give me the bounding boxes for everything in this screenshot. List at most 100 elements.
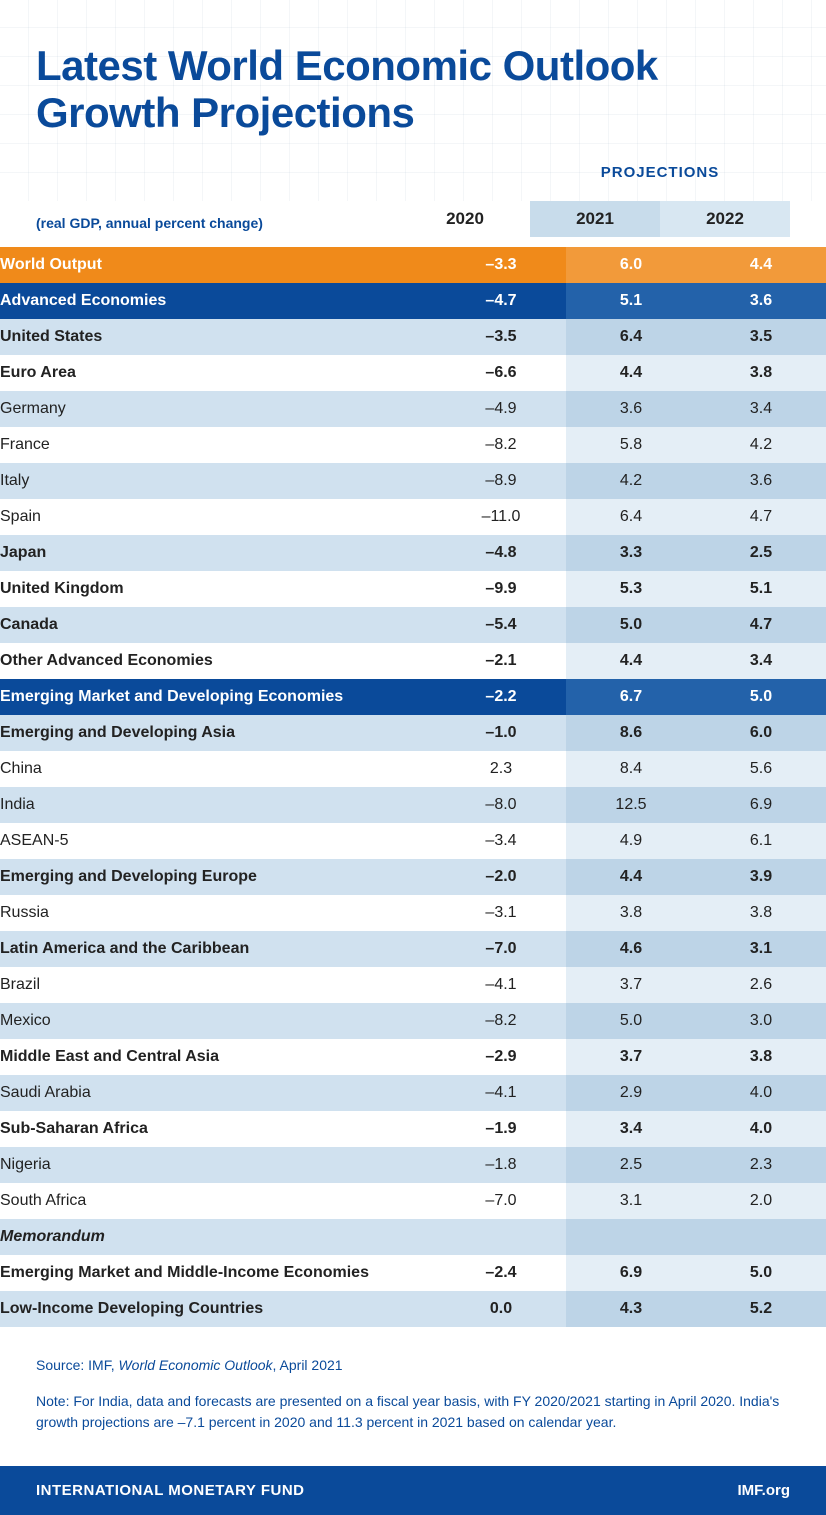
row-value: –11.0 bbox=[436, 499, 566, 535]
row-label: Advanced Economies bbox=[0, 283, 436, 319]
note-text: Note: For India, data and forecasts are … bbox=[36, 1391, 790, 1432]
row-value: –1.0 bbox=[436, 715, 566, 751]
projections-label-row: PROJECTIONS bbox=[36, 164, 790, 181]
table-row: Emerging Market and Middle-Income Econom… bbox=[0, 1255, 826, 1291]
row-label: Emerging Market and Developing Economies bbox=[0, 679, 436, 715]
year-2022-header: 2022 bbox=[660, 201, 790, 237]
row-value: 0.0 bbox=[436, 1291, 566, 1327]
table-row: Latin America and the Caribbean–7.04.63.… bbox=[0, 931, 826, 967]
source-prefix: Source: IMF, bbox=[36, 1357, 118, 1373]
table-row: United Kingdom–9.95.35.1 bbox=[0, 571, 826, 607]
row-value: 2.6 bbox=[696, 967, 826, 1003]
table-row: Germany–4.93.63.4 bbox=[0, 391, 826, 427]
row-value: –2.2 bbox=[436, 679, 566, 715]
row-label: Low-Income Developing Countries bbox=[0, 1291, 436, 1327]
row-label: Emerging and Developing Europe bbox=[0, 859, 436, 895]
row-value: 5.0 bbox=[696, 1255, 826, 1291]
row-value: –2.9 bbox=[436, 1039, 566, 1075]
year-2021-header: 2021 bbox=[530, 201, 660, 237]
row-value: –8.2 bbox=[436, 1003, 566, 1039]
row-value: –8.2 bbox=[436, 427, 566, 463]
table-row: Italy–8.94.23.6 bbox=[0, 463, 826, 499]
row-value: 4.4 bbox=[566, 643, 696, 679]
row-value: 2.5 bbox=[566, 1147, 696, 1183]
row-value: 4.2 bbox=[566, 463, 696, 499]
row-value: 3.6 bbox=[696, 463, 826, 499]
row-value: 4.4 bbox=[566, 859, 696, 895]
row-value: 12.5 bbox=[566, 787, 696, 823]
row-value: –4.7 bbox=[436, 283, 566, 319]
table-row: Low-Income Developing Countries0.04.35.2 bbox=[0, 1291, 826, 1327]
table-row: Emerging Market and Developing Economies… bbox=[0, 679, 826, 715]
row-label: Japan bbox=[0, 535, 436, 571]
row-value: –2.4 bbox=[436, 1255, 566, 1291]
row-value: 2.5 bbox=[696, 535, 826, 571]
row-value: 5.2 bbox=[696, 1291, 826, 1327]
row-value: 8.6 bbox=[566, 715, 696, 751]
table-row: Advanced Economies–4.75.13.6 bbox=[0, 283, 826, 319]
row-value: 5.6 bbox=[696, 751, 826, 787]
row-value: 4.7 bbox=[696, 607, 826, 643]
row-value: 6.9 bbox=[696, 787, 826, 823]
row-value: 3.1 bbox=[696, 931, 826, 967]
row-value: 6.4 bbox=[566, 499, 696, 535]
table-row: Russia–3.13.83.8 bbox=[0, 895, 826, 931]
row-value: 3.6 bbox=[696, 283, 826, 319]
row-value: 5.1 bbox=[566, 283, 696, 319]
row-label: United States bbox=[0, 319, 436, 355]
row-value: 4.0 bbox=[696, 1075, 826, 1111]
row-value: –4.9 bbox=[436, 391, 566, 427]
row-value: –2.0 bbox=[436, 859, 566, 895]
row-label: China bbox=[0, 751, 436, 787]
row-label: Brazil bbox=[0, 967, 436, 1003]
row-value: 6.0 bbox=[696, 715, 826, 751]
year-2020-header: 2020 bbox=[400, 201, 530, 237]
row-label: Saudi Arabia bbox=[0, 1075, 436, 1111]
row-value: 3.6 bbox=[566, 391, 696, 427]
row-value: 4.9 bbox=[566, 823, 696, 859]
table-row: Japan–4.83.32.5 bbox=[0, 535, 826, 571]
row-label: Mexico bbox=[0, 1003, 436, 1039]
row-value: 3.9 bbox=[696, 859, 826, 895]
row-value: 3.8 bbox=[696, 1039, 826, 1075]
row-value: 8.4 bbox=[566, 751, 696, 787]
row-value: 5.0 bbox=[696, 679, 826, 715]
row-label: Spain bbox=[0, 499, 436, 535]
footer-org: INTERNATIONAL MONETARY FUND bbox=[36, 1482, 305, 1499]
row-value: –1.9 bbox=[436, 1111, 566, 1147]
source-line: Source: IMF, World Economic Outlook, Apr… bbox=[36, 1355, 790, 1375]
row-value bbox=[436, 1219, 566, 1255]
row-label: Italy bbox=[0, 463, 436, 499]
row-value: 6.1 bbox=[696, 823, 826, 859]
source-title: World Economic Outlook bbox=[118, 1357, 272, 1373]
table-row: Sub-Saharan Africa–1.93.44.0 bbox=[0, 1111, 826, 1147]
row-label: Canada bbox=[0, 607, 436, 643]
row-value: 3.7 bbox=[566, 1039, 696, 1075]
row-value: –9.9 bbox=[436, 571, 566, 607]
row-label: Germany bbox=[0, 391, 436, 427]
row-label: Nigeria bbox=[0, 1147, 436, 1183]
table-row: Middle East and Central Asia–2.93.73.8 bbox=[0, 1039, 826, 1075]
row-value: 6.0 bbox=[566, 247, 696, 283]
row-value: 3.8 bbox=[696, 895, 826, 931]
row-label: France bbox=[0, 427, 436, 463]
table-row: ASEAN-5–3.44.96.1 bbox=[0, 823, 826, 859]
subtitle: (real GDP, annual percent change) bbox=[36, 215, 400, 237]
row-value: –6.6 bbox=[436, 355, 566, 391]
row-value: 5.8 bbox=[566, 427, 696, 463]
table-row: United States–3.56.43.5 bbox=[0, 319, 826, 355]
row-value: 5.0 bbox=[566, 607, 696, 643]
row-value: 2.3 bbox=[696, 1147, 826, 1183]
row-value: –8.9 bbox=[436, 463, 566, 499]
row-value: 4.2 bbox=[696, 427, 826, 463]
data-table: World Output–3.36.04.4Advanced Economies… bbox=[0, 247, 826, 1327]
footer-site: IMF.org bbox=[738, 1482, 791, 1499]
row-label: Other Advanced Economies bbox=[0, 643, 436, 679]
table-row: South Africa–7.03.12.0 bbox=[0, 1183, 826, 1219]
row-label: Emerging Market and Middle-Income Econom… bbox=[0, 1255, 436, 1291]
row-label: South Africa bbox=[0, 1183, 436, 1219]
row-value: –8.0 bbox=[436, 787, 566, 823]
row-label: Euro Area bbox=[0, 355, 436, 391]
row-value: 3.8 bbox=[696, 355, 826, 391]
table-row: Spain–11.06.44.7 bbox=[0, 499, 826, 535]
